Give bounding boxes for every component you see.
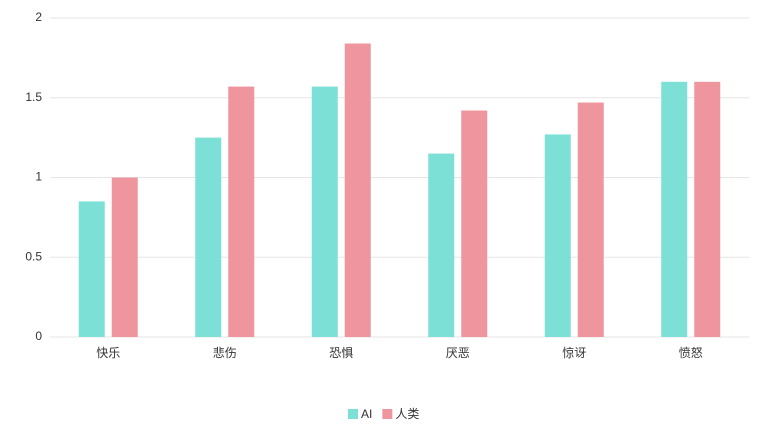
bar bbox=[661, 81, 688, 337]
x-tick-label: 厌恶 bbox=[446, 346, 470, 360]
bar bbox=[111, 177, 138, 337]
bar bbox=[461, 110, 488, 337]
x-tick-label: 悲伤 bbox=[213, 345, 237, 360]
y-tick-label: 2 bbox=[35, 10, 42, 24]
legend-swatch bbox=[382, 409, 393, 419]
legend-swatch bbox=[348, 409, 358, 419]
x-tick-label: 恐惧 bbox=[329, 345, 353, 360]
bar bbox=[344, 43, 371, 338]
bar bbox=[694, 81, 721, 337]
legend-label: 人类 bbox=[395, 407, 419, 421]
legend-label: AI bbox=[361, 407, 372, 421]
bar bbox=[544, 134, 571, 337]
x-tick-label: 快乐 bbox=[96, 346, 120, 360]
bar bbox=[577, 102, 604, 337]
x-tick-label: 惊讶 bbox=[562, 345, 586, 360]
y-tick-label: 1 bbox=[35, 170, 42, 184]
bar bbox=[311, 86, 338, 338]
y-tick-label: 1.5 bbox=[25, 90, 42, 104]
bar bbox=[78, 201, 105, 337]
bar bbox=[428, 153, 455, 337]
x-tick-label: 愤怒 bbox=[679, 345, 703, 360]
y-tick-label: 0.5 bbox=[25, 249, 42, 263]
bar bbox=[228, 86, 255, 338]
bar bbox=[195, 137, 222, 337]
y-tick-label: 0 bbox=[35, 329, 42, 343]
